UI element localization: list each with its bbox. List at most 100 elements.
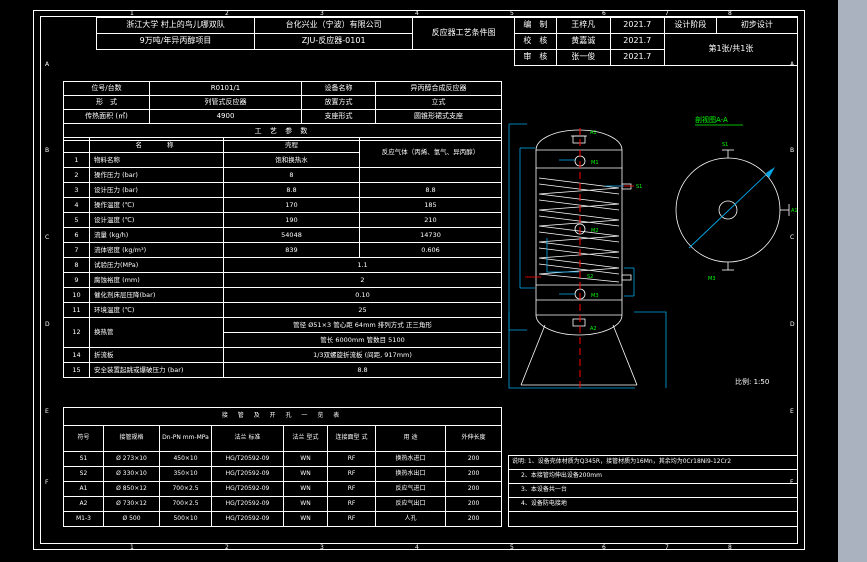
nozzle-row: M1-3 Ø 500 500×10 HG/T20592-09 WN RF 人孔 … — [63, 511, 503, 527]
zone-number-2-top: 2 — [225, 10, 229, 17]
sig-role-1: 校 核 — [514, 33, 557, 50]
nozzle-dnpn: 350×10 — [159, 466, 212, 482]
nozzle-sym: S2 — [63, 466, 104, 482]
skirt-right — [612, 324, 638, 386]
param-row: 5 设计温度 (℃) 190 210 — [63, 212, 502, 228]
zone-letter-d: D — [45, 321, 50, 328]
param-name: 设计温度 (℃) — [89, 212, 224, 228]
nozzle-sym: M1-3 — [63, 511, 104, 527]
tag-s2: S2 — [587, 274, 593, 280]
section-tag-bottom: M3 — [708, 276, 716, 282]
param-no: 14 — [63, 347, 90, 363]
zone-number-4-top: 4 — [415, 10, 419, 17]
param-name: 腐蚀裕度 (mm) — [89, 272, 224, 288]
spiral-baffles — [538, 177, 620, 283]
section-aa-view: S1 A1 M3 剖视图A-A — [675, 115, 798, 282]
zone-letter-f: F — [45, 479, 49, 486]
param-name: 物料名称 — [89, 152, 224, 168]
param-no: 9 — [63, 272, 90, 288]
nozzle-use: 反应气出口 — [375, 496, 446, 512]
nozzle-type: WN — [283, 451, 328, 467]
param-header-name: 名 称 — [89, 137, 224, 153]
nozzle-dnpn: 700×2.5 — [159, 496, 212, 512]
param-row: 10 催化剂床层压降(bar) 0.10 — [63, 287, 502, 303]
param-name: 流体密度 (kg/m³) — [89, 242, 224, 258]
nozzle-std: HG/T20592-09 — [211, 511, 284, 527]
param-v1: 170 — [223, 197, 360, 213]
nozzle-col-sym: 符号 — [63, 425, 104, 452]
nozzle-a2-bottom — [572, 318, 586, 327]
nozzle-spec: Ø 730×12 — [103, 496, 160, 512]
nozzle-col-std: 法兰 标准 — [211, 425, 284, 452]
param-v1: 8 — [223, 167, 360, 183]
param-row: 6 流量 (kg/h) 54048 14730 — [63, 227, 502, 243]
zone-number-8-bottom: 8 — [728, 544, 732, 551]
note-text-0: 说明: 1、设备壳体材质为Q345R，接管材质为16Mn，其余均为0Cr18Ni… — [508, 455, 798, 470]
sig-date-1: 2021.7 — [609, 33, 665, 50]
param-row: 2 操作压力 (bar) 8 — [63, 167, 502, 183]
nozzle-sym: A2 — [63, 496, 104, 512]
note-text-1: 2、本接管均伸出设备200mm — [508, 469, 798, 484]
tag-m1: M1 — [591, 160, 599, 166]
param-no: 1 — [63, 152, 90, 168]
spec-label-1: 形 式 — [63, 95, 150, 110]
nozzle-std: HG/T20592-09 — [211, 496, 284, 512]
note-line: 说明: 1、设备壳体材质为Q345R，接管材质为16Mn，其余均为0Cr18Ni… — [508, 455, 798, 470]
tag-a2: A2 — [590, 326, 597, 332]
param-no: 8 — [63, 257, 90, 273]
nozzle-use: 换热水进口 — [375, 451, 446, 467]
dimension-lines — [508, 123, 667, 389]
spec-value2-1: 立式 — [375, 95, 502, 110]
sig-date-2: 2021.7 — [609, 49, 665, 66]
param-no: 7 — [63, 242, 90, 258]
nozzle-type: WN — [283, 511, 328, 527]
skirt-left — [520, 324, 546, 386]
nozzle-col-face: 连接面型 式 — [327, 425, 376, 452]
nozzle-len: 200 — [444, 466, 503, 482]
spec-value2-0: 异丙醇合成反应器 — [375, 81, 502, 96]
param-no: 12 — [63, 317, 90, 348]
param-name: 试验压力(MPa) — [89, 257, 224, 273]
title-drawing-title: 反应器工艺条件图 — [412, 17, 516, 50]
spec-label-0: 位号/台数 — [63, 81, 150, 96]
param-v2: 0.606 — [359, 242, 502, 258]
spec-label-2: 传热面积 (㎡) — [63, 109, 150, 124]
notes-block: 说明: 1、设备壳体材质为Q345R，接管材质为16Mn，其余均为0Cr18Ni… — [508, 455, 798, 527]
spec-value-1: 列管式反应器 — [149, 95, 302, 110]
param-row: 9 腐蚀裕度 (mm) 2 — [63, 272, 502, 288]
param-name: 催化剂床层压降(bar) — [89, 287, 224, 303]
tag-m3: M3 — [591, 293, 599, 299]
param-header-col1: 壳程 — [223, 137, 360, 153]
param-v2: 210 — [359, 212, 502, 228]
spec-value-0: R0101/1 — [149, 81, 302, 96]
nozzle-opening-table: 接 管 及 开 孔 一 览 表 符号 接管规格 Dn-PN mm-MPa 法兰 … — [62, 407, 503, 527]
title-project: 9万吨/年异丙醇项目 — [95, 33, 256, 50]
spec-label2-2: 支座形式 — [301, 109, 376, 124]
zone-number-6-bottom: 6 — [602, 544, 606, 551]
sig-date-0: 2021.7 — [609, 17, 665, 34]
title-university: 浙江大学 村上的鸟儿哪双队 — [95, 17, 256, 34]
param-no: 15 — [63, 362, 90, 378]
title-block: 浙江大学 村上的鸟儿哪双队 台化兴业（宁波）有限公司 反应器工艺条件图 编 制 … — [95, 17, 799, 66]
param-v1: 8.8 — [223, 182, 360, 198]
note-line: 3、本设备共一台 — [508, 483, 798, 498]
zone-letter-e: E — [45, 408, 49, 415]
nozzle-sym: A1 — [63, 481, 104, 497]
skirt-support — [520, 324, 638, 386]
nozzle-std: HG/T20592-09 — [211, 466, 284, 482]
nozzle-spec: Ø 850×12 — [103, 481, 160, 497]
param-name: 操作温度 (℃) — [89, 197, 224, 213]
nozzle-use: 反应气进口 — [375, 481, 446, 497]
param-v1: 54048 — [223, 227, 360, 243]
nozzle-spec: Ø 330×10 — [103, 466, 160, 482]
nozzle-col-len: 外伸长度 — [444, 425, 503, 452]
zone-letter-b-right: B — [790, 147, 795, 154]
sheet-number: 第1张/共1张 — [663, 33, 799, 66]
spec-value-2: 4900 — [149, 109, 302, 124]
param-header-row: 名 称 壳程 反应气体（丙烯、氢气、异丙醇） — [63, 137, 502, 168]
note-line: 2、本接管均伸出设备200mm — [508, 469, 798, 484]
spec-label2-1: 放置方式 — [301, 95, 376, 110]
nozzle-header-row: 符号 接管规格 Dn-PN mm-MPa 法兰 标准 法兰 型式 连接面型 式 … — [63, 425, 503, 452]
spec-row: 传热面积 (㎡) 4900 支座形式 圆锥形裙式支座 — [63, 109, 502, 124]
